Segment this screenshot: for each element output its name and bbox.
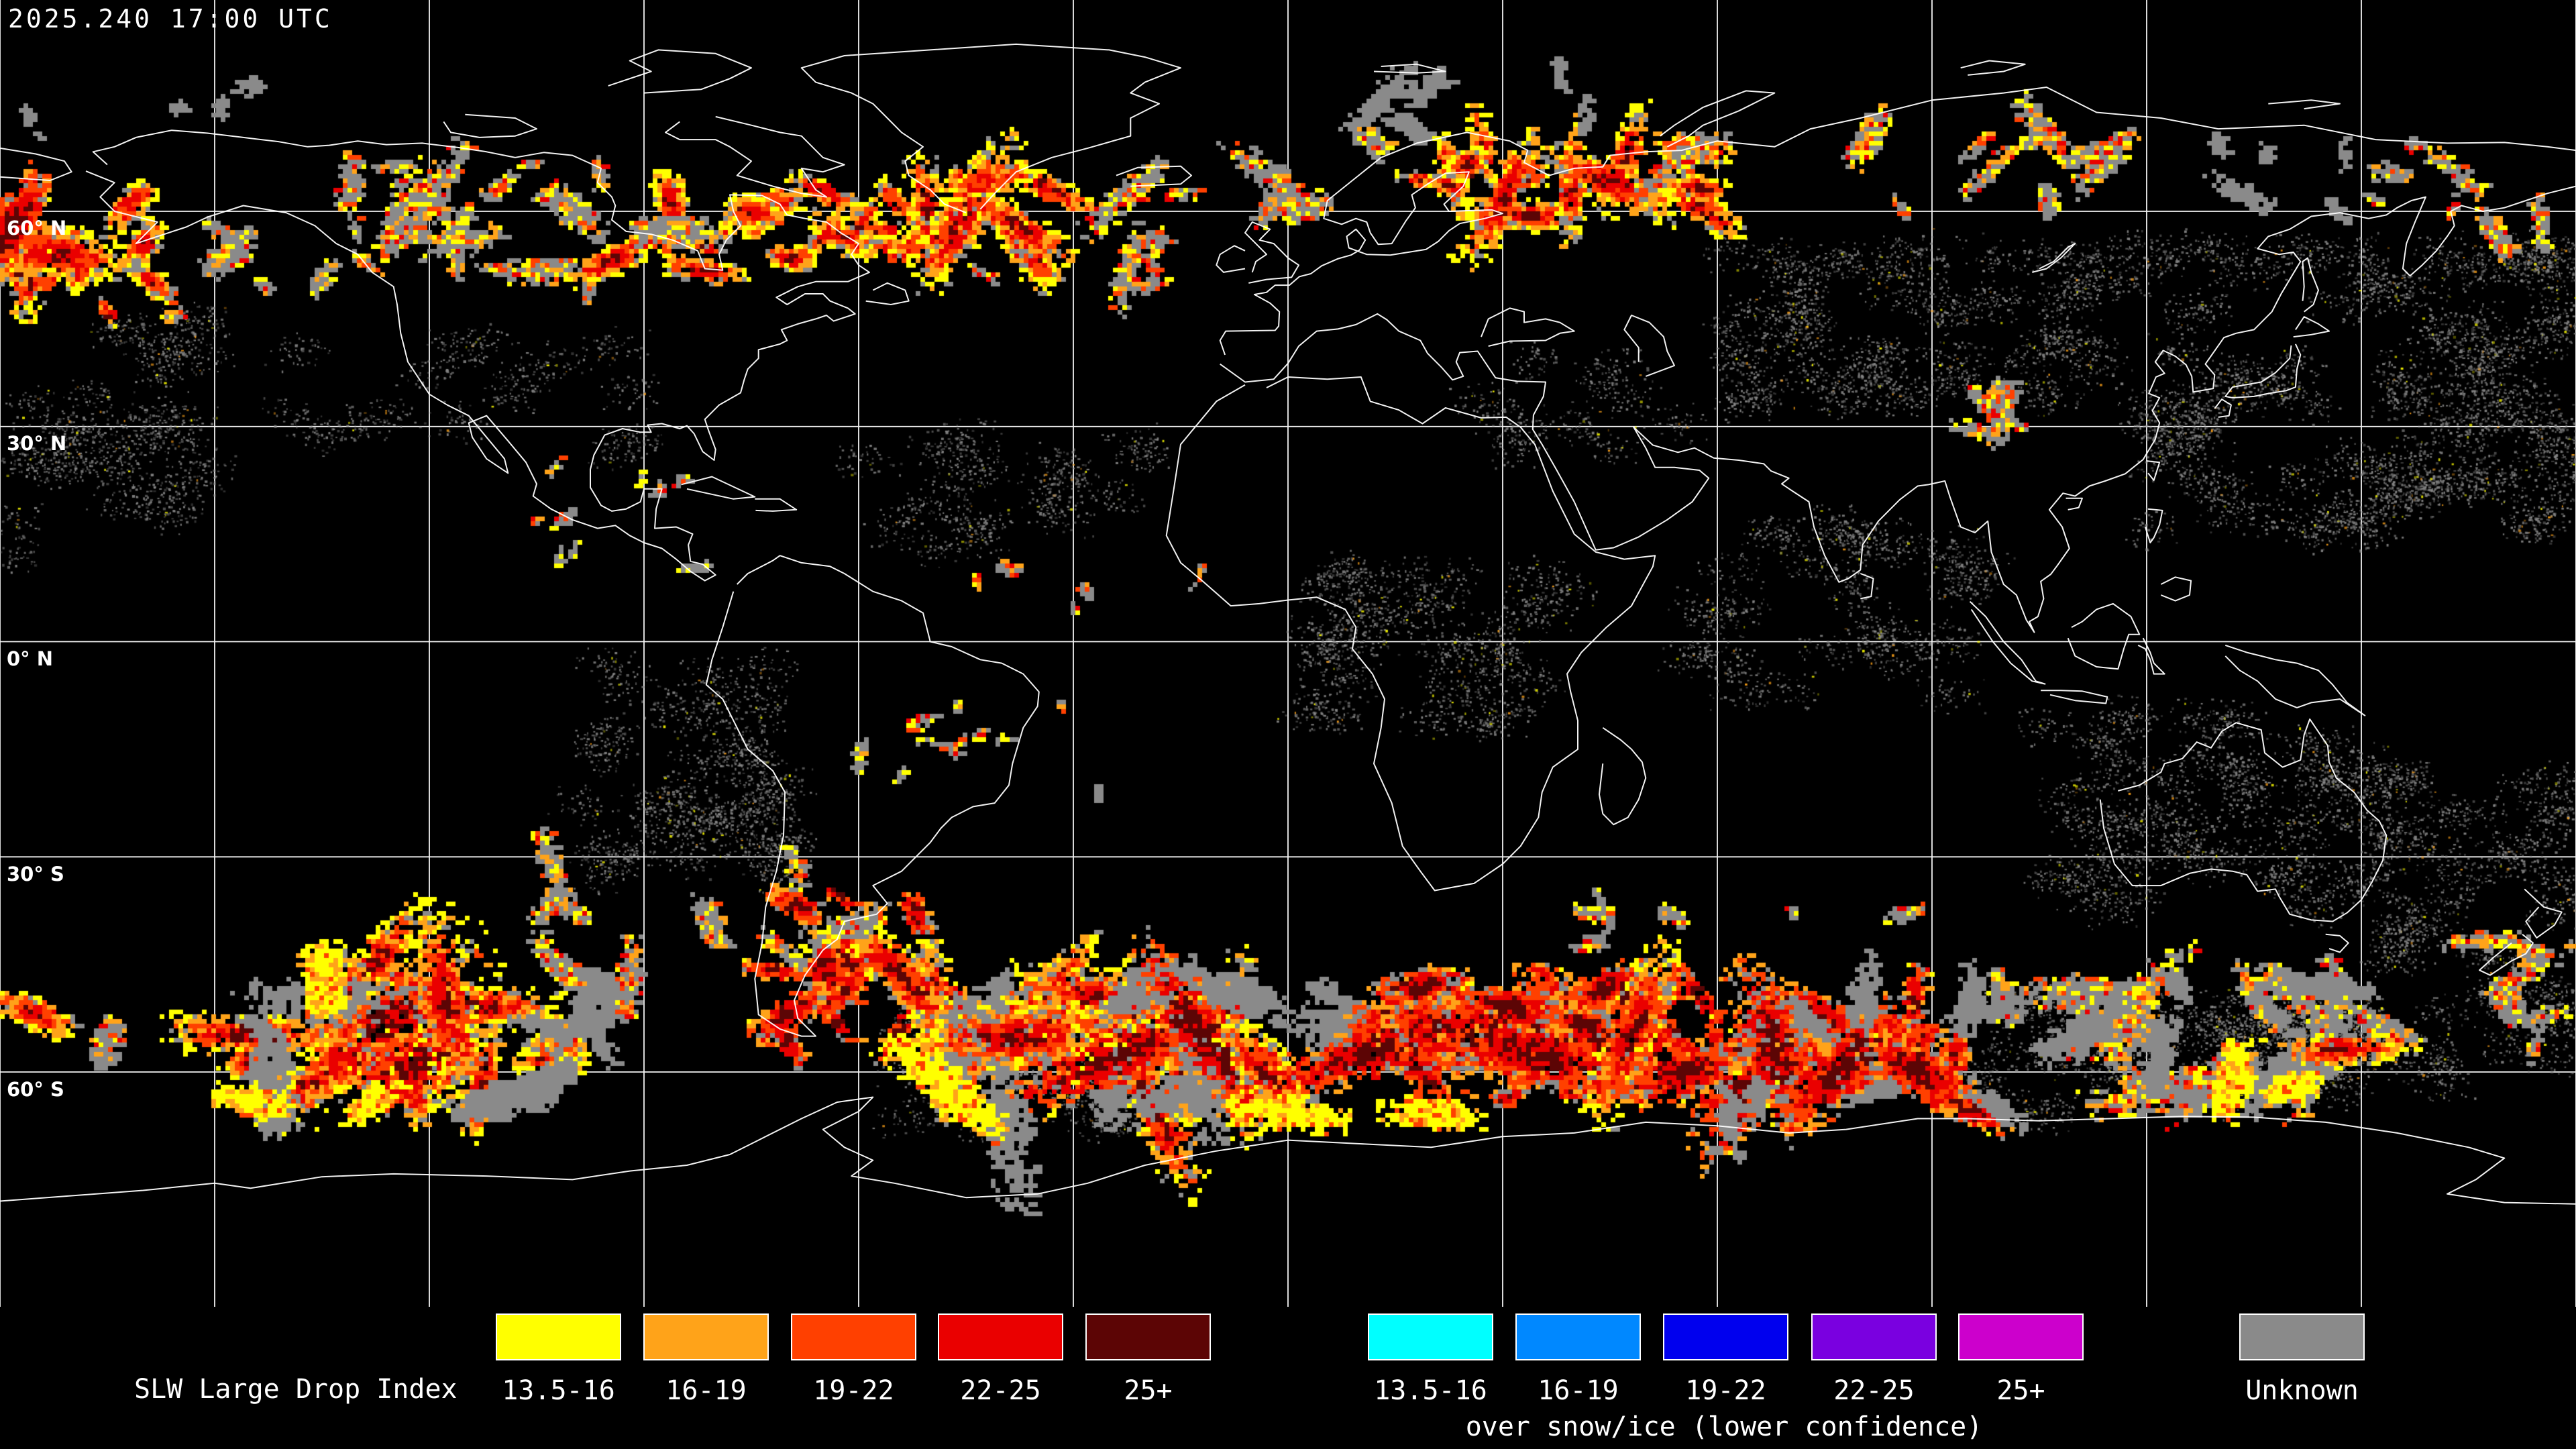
legend-item-snowice-4: 22-25 [1811, 1313, 1937, 1406]
legend-snowice-caption: over snow/ice (lower confidence) [1465, 1411, 1983, 1442]
legend-label: 16-19 [1538, 1375, 1619, 1406]
legend-item-standard-3: 19-22 [791, 1313, 916, 1406]
legend-label: 22-25 [1833, 1375, 1915, 1406]
latitude-label-60s: 60° S [7, 1078, 64, 1101]
legend-swatch [496, 1313, 621, 1360]
legend-swatch [1368, 1313, 1493, 1360]
legend-swatch [938, 1313, 1063, 1360]
legend-label: 25+ [1996, 1375, 2045, 1406]
legend-swatch [1811, 1313, 1937, 1360]
latitude-label-0n: 0° N [7, 647, 54, 670]
legend-label: 19-22 [813, 1375, 894, 1406]
legend-item-snowice-2: 16-19 [1515, 1313, 1641, 1406]
legend-label: 22-25 [960, 1375, 1041, 1406]
latitude-label-60n: 60° N [7, 217, 67, 239]
legend-item-standard-4: 22-25 [938, 1313, 1063, 1406]
legend-swatch [1663, 1313, 1788, 1360]
legend-swatch [791, 1313, 916, 1360]
legend-item-snowice-1: 13.5-16 [1368, 1313, 1493, 1406]
legend-label: 19-22 [1685, 1375, 1766, 1406]
legend-item-standard-2: 16-19 [643, 1313, 769, 1406]
legend-label: Unknown [2245, 1375, 2359, 1406]
legend-item-unknown: Unknown [2239, 1313, 2365, 1406]
legend-swatch [2239, 1313, 2365, 1360]
legend-title: SLW Large Drop Index [134, 1374, 458, 1405]
legend-label: 16-19 [665, 1375, 747, 1406]
legend-swatch [1958, 1313, 2084, 1360]
legend-item-standard-5: 25+ [1085, 1313, 1211, 1406]
legend-swatch [1515, 1313, 1641, 1360]
legend-swatch [643, 1313, 769, 1360]
legend-label: 13.5-16 [1374, 1375, 1487, 1406]
legend-item-standard-1: 13.5-16 [496, 1313, 621, 1406]
legend-item-snowice-3: 19-22 [1663, 1313, 1788, 1406]
legend-item-snowice-5: 25+ [1958, 1313, 2084, 1406]
coastline-layer [0, 43, 2576, 1205]
legend-label: 25+ [1124, 1375, 1173, 1406]
legend-swatch [1085, 1313, 1211, 1360]
timestamp: 2025.240 17:00 UTC [8, 4, 333, 34]
latitude-label-30s: 30° S [7, 863, 64, 885]
legend-label: 13.5-16 [502, 1375, 615, 1406]
latitude-label-30n: 30° N [7, 432, 67, 455]
